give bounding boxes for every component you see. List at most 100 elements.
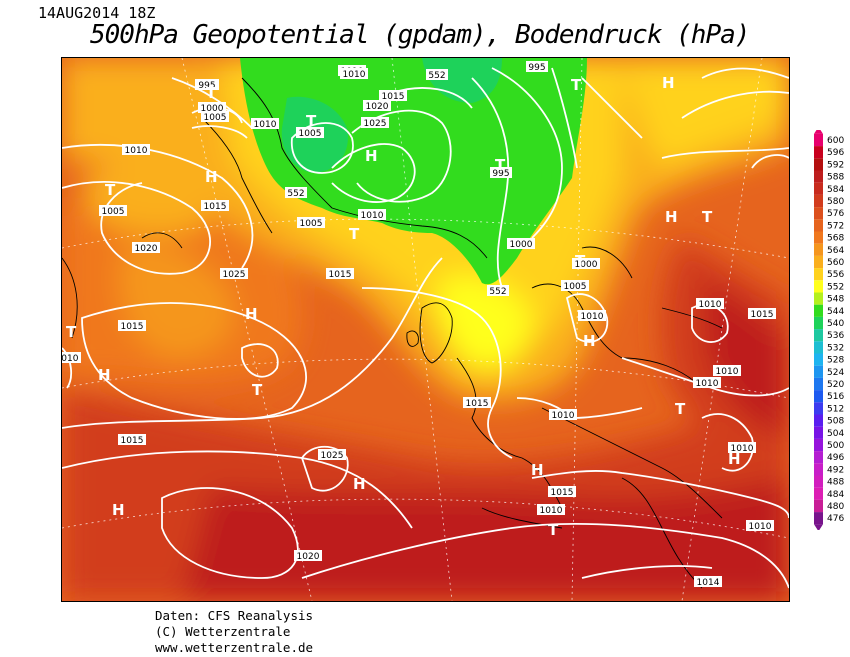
high-center: H <box>112 501 125 519</box>
legend-label: 544 <box>827 307 844 317</box>
legend-swatch <box>814 316 823 330</box>
pressure-label: 1010 <box>125 146 148 156</box>
pressure-label: 1025 <box>364 119 387 129</box>
pressure-label: 1005 <box>300 219 323 229</box>
pressure-label: 995 <box>198 81 215 91</box>
legend-label: 560 <box>827 258 844 268</box>
copyright: (C) Wetterzentrale <box>155 624 291 639</box>
legend-swatch <box>814 158 823 171</box>
legend-swatch <box>814 487 823 500</box>
high-center: H <box>205 168 218 186</box>
low-center: T <box>105 181 116 199</box>
legend-swatch <box>814 499 823 513</box>
chart-title: 500hPa Geopotential (gpdam), Bodendruck … <box>90 20 750 50</box>
legend-swatch <box>814 304 823 317</box>
legend-swatch <box>814 512 823 525</box>
low-center: T <box>66 323 77 341</box>
pressure-label: 1000 <box>510 240 533 250</box>
legend-label: 596 <box>827 148 844 158</box>
legend-swatch <box>814 231 823 244</box>
pressure-label: 1015 <box>204 202 227 212</box>
legend-swatch <box>814 243 823 256</box>
legend-swatch <box>814 414 823 427</box>
legend-swatch <box>814 426 823 439</box>
low-center: T <box>548 521 559 539</box>
pressure-label: 1015 <box>121 322 144 332</box>
legend-label: 504 <box>827 429 844 439</box>
pressure-label: 1015 <box>751 310 774 320</box>
pressure-label: 1014 <box>697 578 720 588</box>
website: www.wetterzentrale.de <box>155 640 314 655</box>
legend-label: 508 <box>827 417 844 427</box>
pressure-label: 1005 <box>204 113 227 123</box>
low-center: T <box>252 381 263 399</box>
datetime-label: 14AUG2014 18Z <box>38 4 156 22</box>
legend-label: 500 <box>827 441 844 451</box>
legend-swatch <box>814 377 823 391</box>
pressure-label: 552 <box>428 71 445 81</box>
high-center: H <box>353 475 366 493</box>
high-center: H <box>365 147 378 165</box>
legend-arrow-bottom <box>814 524 823 530</box>
legend-swatch <box>814 390 823 403</box>
legend-label: 584 <box>827 185 844 195</box>
legend-label: 568 <box>827 234 844 244</box>
pressure-label: 1005 <box>102 207 125 217</box>
pressure-label: 1010 <box>581 312 604 322</box>
data-source: Daten: CFS Reanalysis <box>155 608 314 623</box>
low-center: T <box>575 252 586 270</box>
low-center: T <box>495 156 506 174</box>
pressure-centers: T T H T T H T H T H T T H T H T H T H H … <box>66 74 741 539</box>
high-center: H <box>531 461 544 479</box>
pressure-label: 1010 <box>254 120 277 130</box>
pressure-label: 1005 <box>564 282 587 292</box>
pressure-label: 995 <box>528 63 545 73</box>
legend-label: 552 <box>827 282 844 292</box>
high-center: H <box>245 305 258 323</box>
low-center: T <box>349 225 360 243</box>
legend-label: 536 <box>827 331 844 341</box>
pressure-label: 1015 <box>382 92 405 102</box>
legend-label: 520 <box>827 380 844 390</box>
pressure-label: 1010 <box>361 211 384 221</box>
low-center: T <box>571 76 582 94</box>
legend-label: 572 <box>827 221 844 231</box>
legend-label: 580 <box>827 197 844 207</box>
legend-label: 600 <box>827 136 844 146</box>
pressure-label: 1010 <box>749 522 772 532</box>
legend-swatch <box>814 402 823 415</box>
pressure-label: 995 <box>492 169 509 179</box>
legend-swatch <box>814 280 823 293</box>
pressure-label: 1010 <box>552 411 575 421</box>
pressure-label: 1020 <box>135 244 158 254</box>
legend-swatch <box>814 146 823 159</box>
legend-swatch <box>814 255 823 269</box>
legend-label: 556 <box>827 270 844 280</box>
legend-label: 528 <box>827 356 844 366</box>
high-center: H <box>665 208 678 226</box>
legend-arrow-top <box>814 130 823 134</box>
pressure-label: 1025 <box>321 451 344 461</box>
legend-swatch <box>814 475 823 488</box>
pressure-label: 1010 <box>540 506 563 516</box>
legend-label: 564 <box>827 246 844 256</box>
legend-swatch <box>814 170 823 183</box>
pressure-labels: 995 1010 1010 552 995 1000 1005 1010 101… <box>62 61 776 588</box>
pressure-label: 1020 <box>366 102 389 112</box>
legend-swatch <box>814 268 823 281</box>
pressure-label: 1000 <box>201 104 224 114</box>
pressure-label: 1015 <box>466 399 489 409</box>
legend-label: 540 <box>827 319 844 329</box>
legend-swatch <box>814 438 823 452</box>
pressure-label: 1010 <box>62 354 79 364</box>
high-center: H <box>583 332 596 350</box>
pressure-label: 1010 <box>731 444 754 454</box>
legend-label: 592 <box>827 160 844 170</box>
legend-swatch <box>814 219 823 232</box>
legend-label: 548 <box>827 295 844 305</box>
pressure-label: 1020 <box>297 552 320 562</box>
legend-label: 484 <box>827 490 844 500</box>
legend-label: 532 <box>827 343 844 353</box>
high-center: H <box>662 74 675 92</box>
legend-swatch <box>814 207 823 220</box>
